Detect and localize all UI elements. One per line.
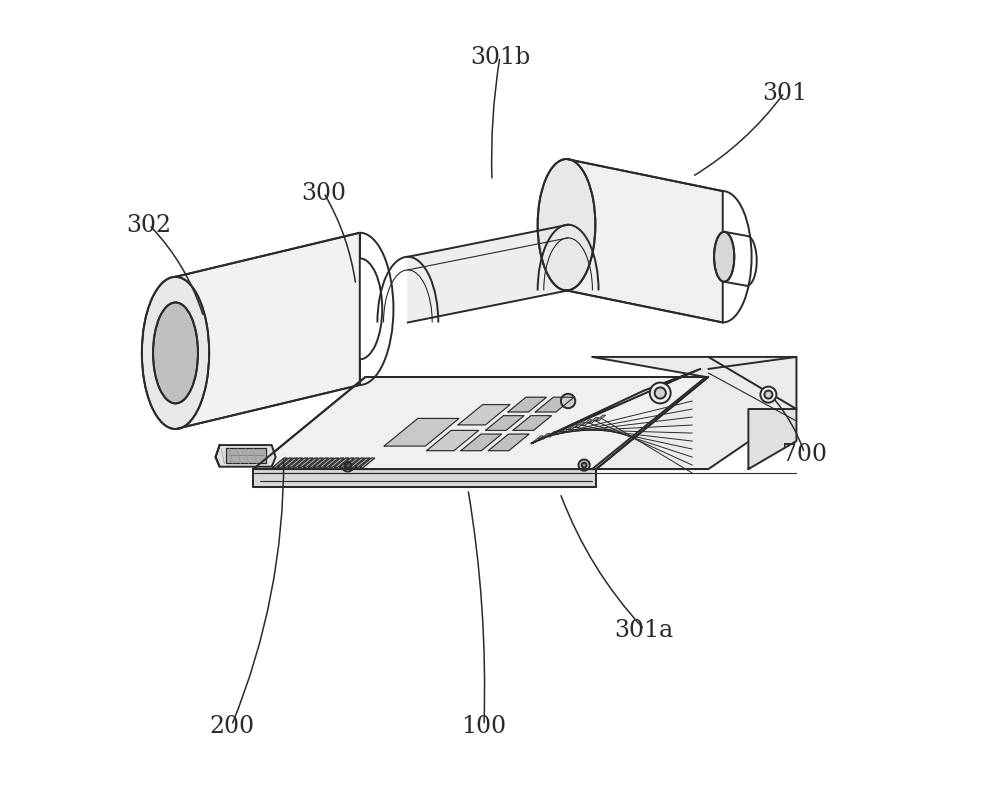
Polygon shape xyxy=(303,459,318,467)
Polygon shape xyxy=(541,434,550,439)
Polygon shape xyxy=(176,234,360,430)
Polygon shape xyxy=(273,459,287,467)
Polygon shape xyxy=(314,459,328,467)
Text: 300: 300 xyxy=(301,182,346,205)
Polygon shape xyxy=(592,357,796,470)
Polygon shape xyxy=(575,422,585,428)
Polygon shape xyxy=(532,369,700,444)
Polygon shape xyxy=(253,377,708,470)
Polygon shape xyxy=(309,459,323,467)
Polygon shape xyxy=(350,459,364,467)
Ellipse shape xyxy=(538,160,595,291)
Circle shape xyxy=(655,388,666,399)
Text: 200: 200 xyxy=(209,714,254,737)
Polygon shape xyxy=(408,226,568,323)
Polygon shape xyxy=(486,416,524,431)
Text: 700: 700 xyxy=(782,442,827,465)
Polygon shape xyxy=(339,459,354,467)
Text: 301: 301 xyxy=(762,82,807,105)
Circle shape xyxy=(582,463,587,468)
Polygon shape xyxy=(329,459,344,467)
Polygon shape xyxy=(461,434,502,451)
Polygon shape xyxy=(427,431,479,451)
Polygon shape xyxy=(555,430,564,435)
Text: 302: 302 xyxy=(127,214,172,237)
Text: 301b: 301b xyxy=(470,46,530,69)
Polygon shape xyxy=(345,459,359,467)
Polygon shape xyxy=(596,416,606,422)
Circle shape xyxy=(760,387,776,403)
Polygon shape xyxy=(513,416,551,431)
Polygon shape xyxy=(324,459,339,467)
Text: 100: 100 xyxy=(461,714,507,737)
Polygon shape xyxy=(298,459,313,467)
Polygon shape xyxy=(561,427,571,433)
Circle shape xyxy=(579,460,590,471)
Polygon shape xyxy=(748,410,796,470)
Polygon shape xyxy=(535,397,574,413)
Polygon shape xyxy=(334,459,349,467)
Polygon shape xyxy=(288,459,303,467)
Ellipse shape xyxy=(714,233,734,283)
Polygon shape xyxy=(216,446,276,467)
Polygon shape xyxy=(355,459,370,467)
Polygon shape xyxy=(384,419,459,446)
Polygon shape xyxy=(508,397,546,413)
Polygon shape xyxy=(548,432,557,438)
Polygon shape xyxy=(253,470,596,487)
Polygon shape xyxy=(582,420,592,426)
Polygon shape xyxy=(534,436,543,442)
Polygon shape xyxy=(567,160,723,323)
Polygon shape xyxy=(568,425,578,430)
Circle shape xyxy=(650,383,671,404)
Circle shape xyxy=(764,391,772,399)
Polygon shape xyxy=(278,459,292,467)
Ellipse shape xyxy=(153,303,198,404)
Circle shape xyxy=(561,394,575,409)
Circle shape xyxy=(345,463,351,469)
Polygon shape xyxy=(226,449,266,464)
Ellipse shape xyxy=(142,278,209,430)
Polygon shape xyxy=(283,459,298,467)
Polygon shape xyxy=(458,405,510,426)
Text: 301a: 301a xyxy=(615,618,674,641)
Polygon shape xyxy=(293,459,308,467)
Circle shape xyxy=(341,459,354,472)
Polygon shape xyxy=(360,459,375,467)
Polygon shape xyxy=(488,434,529,451)
Polygon shape xyxy=(589,418,599,423)
Polygon shape xyxy=(319,459,334,467)
